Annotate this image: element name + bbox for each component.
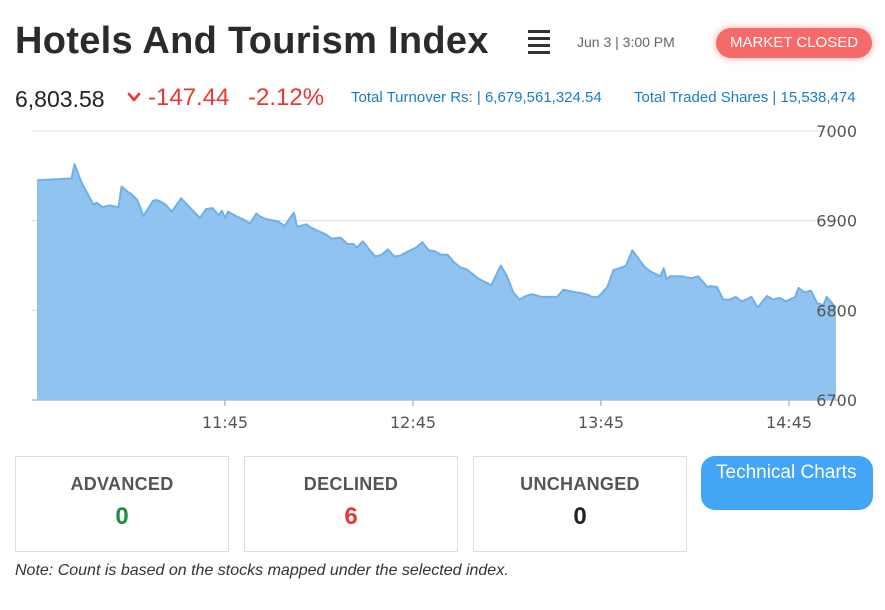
index-chart: 7000 6900 6800 6700 11:45 12:45 13:45 14:45 (0, 118, 885, 438)
footnote: Note: Count is based on the stocks mappe… (15, 562, 509, 579)
stock-counts: ADVANCED 0 DECLINED 6 UNCHANGED 0 Techni… (15, 456, 875, 552)
page-header: Hotels And Tourism Index Jun 3 | 3:00 PM… (15, 18, 875, 68)
y-tick-label: 7000 (816, 122, 857, 141)
advanced-box: ADVANCED 0 (15, 456, 229, 552)
declined-box: DECLINED 6 (244, 456, 458, 552)
chart-line (36, 163, 837, 309)
advanced-value: 0 (115, 503, 129, 530)
chart-svg: 7000 6900 6800 6700 11:45 12:45 13:45 14:45 (32, 122, 857, 432)
index-value: 6,803.58 (15, 86, 105, 112)
declined-value: 6 (344, 503, 358, 530)
chevron-down-icon (127, 92, 141, 102)
declined-label: DECLINED (303, 474, 399, 494)
y-tick-label: 6800 (816, 301, 857, 320)
market-datetime: Jun 3 | 3:00 PM (577, 34, 675, 50)
total-turnover: Total Turnover Rs: | 6,679,561,324.54 (351, 89, 602, 106)
x-tick-label: 11:45 (202, 413, 248, 432)
page-title: Hotels And Tourism Index (15, 20, 489, 62)
y-tick-label: 6700 (816, 391, 857, 410)
index-stats: 6,803.58 -147.44 -2.12% Total Turnover R… (15, 84, 875, 114)
x-tick-label: 14:45 (766, 413, 812, 432)
advanced-label: ADVANCED (70, 474, 174, 494)
x-tick-label: 13:45 (578, 413, 624, 432)
market-status-badge: MARKET CLOSED (716, 28, 872, 58)
index-change: -147.44 (148, 84, 230, 111)
unchanged-value: 0 (573, 503, 587, 530)
y-tick-label: 6900 (816, 212, 857, 231)
technical-charts-button[interactable]: Technical Charts (701, 456, 873, 510)
unchanged-label: UNCHANGED (520, 474, 640, 494)
chart-area (37, 164, 836, 400)
total-traded-shares: Total Traded Shares | 15,538,474 (634, 89, 856, 106)
hamburger-menu-icon[interactable] (528, 30, 550, 54)
unchanged-box: UNCHANGED 0 (473, 456, 687, 552)
x-tick-label: 12:45 (390, 413, 436, 432)
index-change-percent: -2.12% (248, 84, 325, 111)
